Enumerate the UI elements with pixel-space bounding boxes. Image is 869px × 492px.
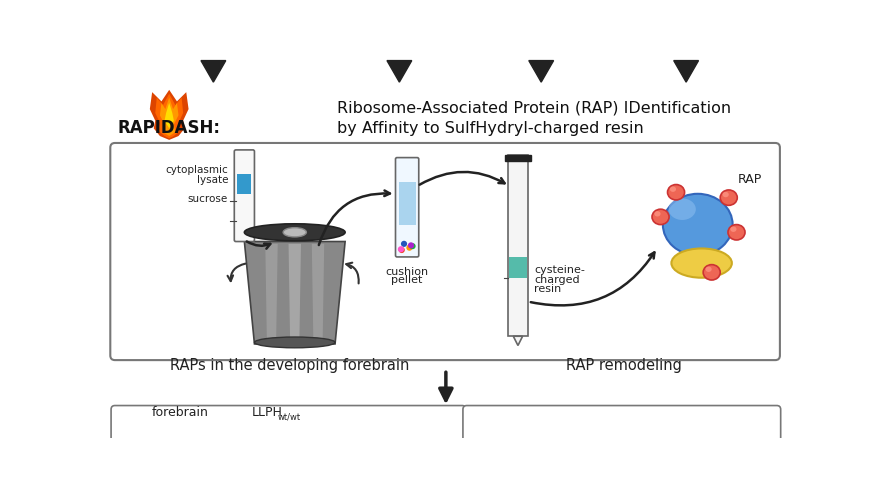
- Text: pellet: pellet: [391, 276, 422, 285]
- Circle shape: [408, 242, 414, 248]
- Polygon shape: [201, 61, 226, 82]
- Polygon shape: [149, 90, 189, 140]
- Circle shape: [397, 246, 403, 252]
- Text: wt/wt: wt/wt: [277, 413, 301, 422]
- Polygon shape: [673, 61, 698, 82]
- Ellipse shape: [282, 228, 306, 237]
- Ellipse shape: [651, 209, 668, 224]
- FancyBboxPatch shape: [111, 405, 466, 442]
- Bar: [508, 257, 527, 278]
- Text: cytoplasmic: cytoplasmic: [165, 165, 228, 175]
- Ellipse shape: [722, 192, 728, 197]
- Text: by Affinity to SulfHydryl-charged resin: by Affinity to SulfHydryl-charged resin: [337, 121, 643, 136]
- Ellipse shape: [727, 224, 744, 240]
- Polygon shape: [513, 336, 522, 345]
- Ellipse shape: [729, 226, 736, 232]
- Text: forebrain: forebrain: [151, 406, 208, 419]
- FancyBboxPatch shape: [110, 143, 779, 360]
- Ellipse shape: [669, 186, 675, 192]
- Polygon shape: [289, 244, 301, 340]
- Polygon shape: [164, 103, 174, 128]
- Bar: [398, 182, 415, 224]
- Ellipse shape: [668, 198, 695, 220]
- Bar: [507, 155, 527, 336]
- Ellipse shape: [705, 267, 711, 272]
- Polygon shape: [311, 244, 324, 340]
- Text: charged: charged: [534, 275, 579, 285]
- FancyBboxPatch shape: [234, 150, 254, 242]
- FancyBboxPatch shape: [462, 405, 779, 442]
- Text: lysate: lysate: [196, 175, 228, 184]
- Text: sucrose: sucrose: [188, 194, 228, 204]
- Polygon shape: [160, 97, 178, 136]
- Polygon shape: [387, 61, 411, 82]
- Polygon shape: [265, 244, 277, 340]
- Circle shape: [406, 245, 412, 251]
- Circle shape: [398, 247, 404, 253]
- Circle shape: [409, 243, 415, 249]
- Bar: [504, 155, 530, 161]
- Text: Ribosome-Associated Protein (RAP) IDentification: Ribosome-Associated Protein (RAP) IDenti…: [337, 100, 731, 115]
- Ellipse shape: [702, 265, 720, 280]
- Ellipse shape: [720, 190, 736, 205]
- Bar: [237, 174, 251, 194]
- Text: RAP: RAP: [737, 173, 761, 186]
- Text: RAP remodeling: RAP remodeling: [566, 358, 681, 373]
- Ellipse shape: [653, 211, 660, 216]
- Ellipse shape: [244, 224, 345, 241]
- Text: cysteine-: cysteine-: [534, 265, 585, 276]
- Circle shape: [401, 241, 407, 247]
- Text: resin: resin: [534, 284, 561, 294]
- FancyBboxPatch shape: [395, 157, 418, 257]
- Polygon shape: [155, 93, 183, 138]
- Ellipse shape: [671, 248, 731, 277]
- Polygon shape: [528, 61, 553, 82]
- Ellipse shape: [662, 194, 732, 255]
- Ellipse shape: [667, 184, 684, 200]
- Text: RAPs in the developing forebrain: RAPs in the developing forebrain: [169, 358, 408, 373]
- Text: RAPIDASH:: RAPIDASH:: [117, 120, 221, 137]
- Polygon shape: [244, 242, 345, 344]
- Ellipse shape: [254, 337, 335, 348]
- Text: LLPH: LLPH: [252, 406, 282, 419]
- Text: cushion: cushion: [385, 267, 428, 277]
